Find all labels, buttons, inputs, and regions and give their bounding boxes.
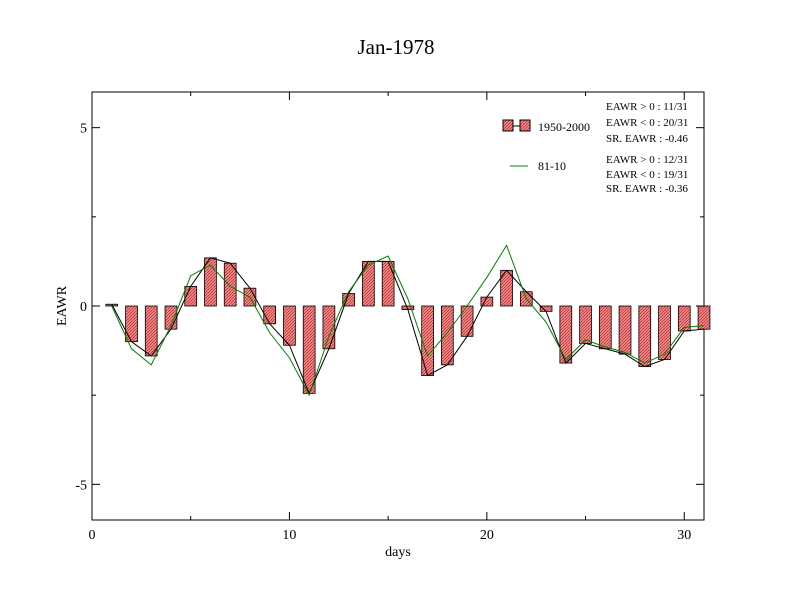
y-axis-label: EAWR: [55, 285, 70, 326]
bar-day-18: [441, 305, 454, 366]
x-tick-label-10: 10: [282, 528, 296, 543]
y-tick-label-5: 5: [80, 122, 87, 137]
bar-day-19: [460, 305, 474, 337]
stat-positive-81-10: EAWR > 0 : 12/31: [606, 154, 688, 166]
bar-day-26: [598, 305, 612, 350]
bar-day-2: [125, 305, 138, 343]
legend: 1950-2000 81-10: [502, 119, 590, 173]
line-series-81-10: [111, 244, 705, 397]
legend-label-81-10: 81-10: [538, 159, 566, 173]
bar-day-10: [283, 305, 296, 346]
bar-day-27: [618, 305, 632, 355]
bar-day-3: [144, 305, 158, 357]
bar-day-25: [579, 305, 592, 344]
stat-sr-1950-2000: SR. EAWR : -0.46: [606, 133, 688, 145]
x-tick-label-0: 0: [89, 528, 96, 543]
y-tick-label--5: -5: [75, 478, 87, 493]
bar-day-29: [658, 305, 671, 360]
bar-day-24: [559, 305, 573, 364]
stat-sr-81-10: SR. EAWR : -0.36: [606, 183, 688, 195]
line-series: [111, 244, 705, 397]
bar-day-15: [381, 261, 395, 307]
stat-negative-1950-2000: EAWR < 0 : 20/31: [606, 117, 688, 129]
stat-positive-1950-2000: EAWR > 0 : 11/31: [606, 101, 688, 113]
legend-label-1950-2000: 1950-2000: [538, 120, 590, 134]
legend-swatch-1950-2000-b: [519, 119, 531, 132]
chart-title: Jan-1978: [358, 35, 435, 59]
bar-day-11: [302, 305, 316, 394]
bar-day-17: [421, 305, 434, 376]
bar-day-7: [223, 262, 237, 307]
bar-day-31: [697, 305, 711, 330]
y-tick-label-0: 0: [80, 300, 87, 315]
x-tick-label-30: 30: [677, 528, 691, 543]
line-series-1950-2000: [111, 257, 705, 395]
x-tick-label-20: 20: [480, 528, 494, 543]
x-axis-label: days: [385, 545, 411, 560]
bar-day-9: [263, 305, 277, 325]
axis-ticks: 0 10 20 30 -5 0 5: [75, 92, 704, 543]
bar-day-28: [638, 305, 652, 368]
stat-negative-81-10: EAWR < 0 : 19/31: [606, 169, 688, 181]
stats-annotations: EAWR > 0 : 11/31 EAWR < 0 : 20/31 SR. EA…: [606, 101, 688, 195]
legend-swatch-1950-2000-a: [502, 119, 514, 132]
